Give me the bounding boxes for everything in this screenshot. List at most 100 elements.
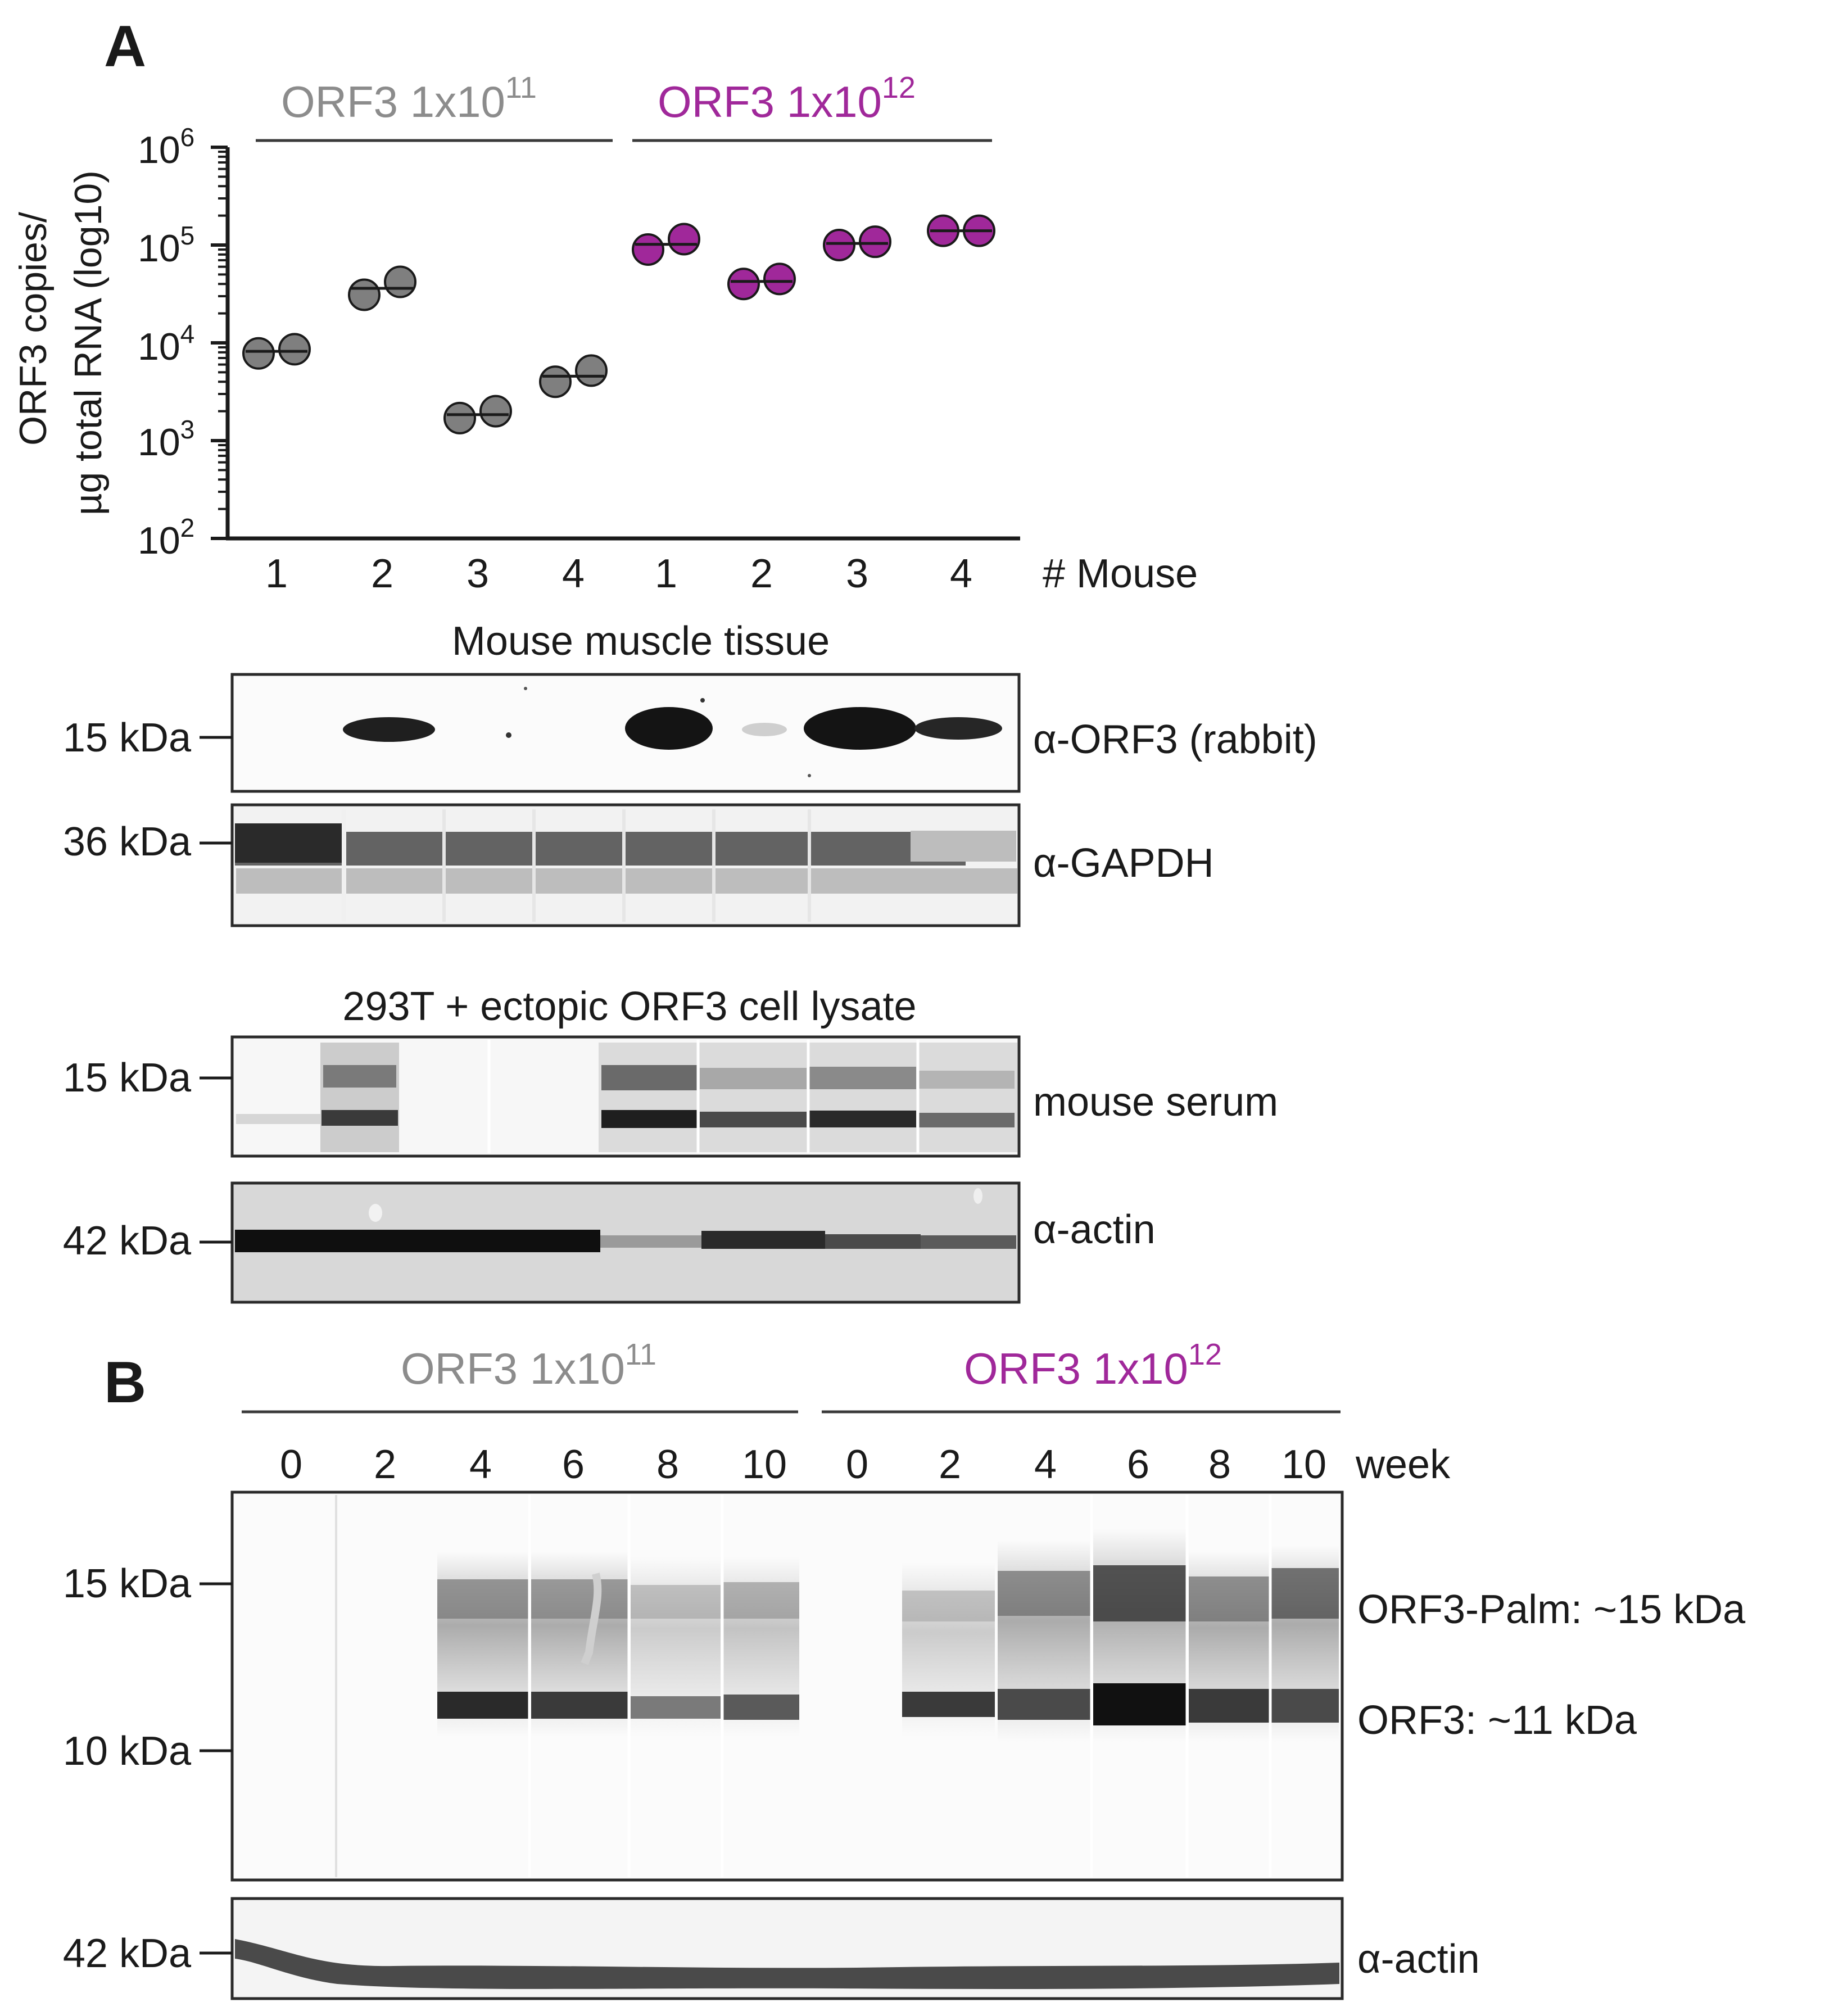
data-point [278,333,311,366]
band [631,1696,721,1719]
b-group-label-low: ORF3 1x10 [401,1344,625,1393]
band [235,832,966,866]
band [723,1695,799,1720]
week-label: 0 [280,1442,302,1487]
group-header-low-dose: ORF3 1x1011 [256,71,613,142]
data-point [443,401,476,434]
data-point [575,354,608,387]
band-label-palm: ORF3-Palm: ~15 kDa [1357,1587,1746,1632]
week-label: 2 [939,1442,961,1487]
data-point [242,337,275,370]
band [1189,1576,1270,1621]
b-group-label-high-exponent: 12 [1188,1338,1222,1371]
svg-text:ORF3 1x1011: ORF3 1x1011 [281,71,537,126]
b-group-label-low-exponent: 11 [625,1338,656,1371]
x-tick-labels: 1 2 3 4 1 2 3 4 [265,551,972,596]
data-point [823,229,855,261]
x-tick-label: 3 [467,551,489,596]
data-point [539,365,572,398]
antibody-label: α-actin [1357,1937,1480,1982]
speck [369,1204,382,1222]
b-group-header-high-dose: ORF3 1x1012 [822,1338,1341,1414]
marker-label: 42 kDa [63,1218,192,1263]
band [235,1230,600,1252]
band [700,1068,807,1089]
y-tick-label: 103 [138,415,194,464]
data-point [763,262,796,296]
x-tick-label: 4 [950,551,972,596]
blot-time-course [230,1491,1344,1882]
data-point [384,265,416,298]
speck [506,732,511,738]
band [742,723,787,736]
panel-a-letter: A [104,14,146,79]
group-label-high-exponent: 12 [882,71,916,105]
week-label: 8 [656,1442,679,1487]
band [1093,1683,1186,1725]
band [921,1235,1016,1249]
lane-smear [320,1043,399,1152]
y-axis-label-line1: ORF3 copies/ [12,212,55,446]
marker-label: 15 kDa [63,1561,192,1606]
band [809,1111,916,1127]
x-tick-label: 2 [750,551,773,596]
band [323,1065,396,1088]
panel-b-letter: B [104,1350,146,1415]
data-point [348,278,381,311]
band [998,1571,1090,1616]
week-label: 0 [846,1442,868,1487]
band [437,1692,528,1719]
band [437,1579,528,1619]
blot-orf3-rabbit [230,673,1021,793]
band [235,1939,1339,1990]
band [631,1585,721,1619]
week-label: 10 [1281,1442,1326,1487]
x-tick-label: 4 [562,551,585,596]
x-tick-label: 2 [371,551,393,596]
band [701,1231,825,1249]
band [531,1692,628,1719]
blot-gapdh [230,803,1021,927]
band [809,1067,916,1089]
svg-text:ORF3 1x1012: ORF3 1x1012 [964,1338,1222,1393]
band [236,1114,320,1124]
band [235,823,342,863]
data-point [727,268,760,301]
band [625,707,713,750]
band [343,717,435,742]
week-label: 4 [1034,1442,1057,1487]
x-tick-label: 1 [655,551,677,596]
antibody-label: α-actin [1033,1207,1156,1252]
lysate-blot-title: 293T + ectopic ORF3 cell lysate [342,984,916,1029]
band [825,1234,921,1249]
band [601,1065,697,1090]
y-axis-label-line2: µg total RNA (log10) [67,170,110,515]
week-label: 4 [469,1442,492,1487]
blot-mouse-serum [230,1035,1021,1158]
b-group-header-low-dose: ORF3 1x1011 [242,1338,798,1414]
y-tick-label: 104 [138,319,194,368]
antibody-label: α-ORF3 (rabbit) [1033,717,1317,762]
data-point [632,233,664,266]
band [998,1689,1090,1720]
band [914,717,1002,740]
band [531,1579,628,1619]
svg-text:ORF3 1x1012: ORF3 1x1012 [658,71,916,126]
group-label-low-exponent: 11 [505,71,537,105]
band [1093,1565,1186,1621]
speck [973,1188,982,1204]
band [1189,1689,1270,1723]
band-label-orf3: ORF3: ~11 kDa [1357,1698,1637,1743]
week-label: 10 [742,1442,787,1487]
x-tick-label: 3 [846,551,868,596]
band [902,1692,995,1717]
band [919,1113,1015,1127]
data-point [668,223,700,256]
antibody-label: α-GAPDH [1033,841,1214,886]
tissue-blot-title: Mouse muscle tissue [452,619,830,664]
blot-actin-a [230,1181,1021,1304]
band [600,1235,701,1248]
band [601,1110,697,1128]
b-group-label-high: ORF3 1x10 [964,1344,1188,1393]
marker-label: 15 kDa [63,715,192,760]
